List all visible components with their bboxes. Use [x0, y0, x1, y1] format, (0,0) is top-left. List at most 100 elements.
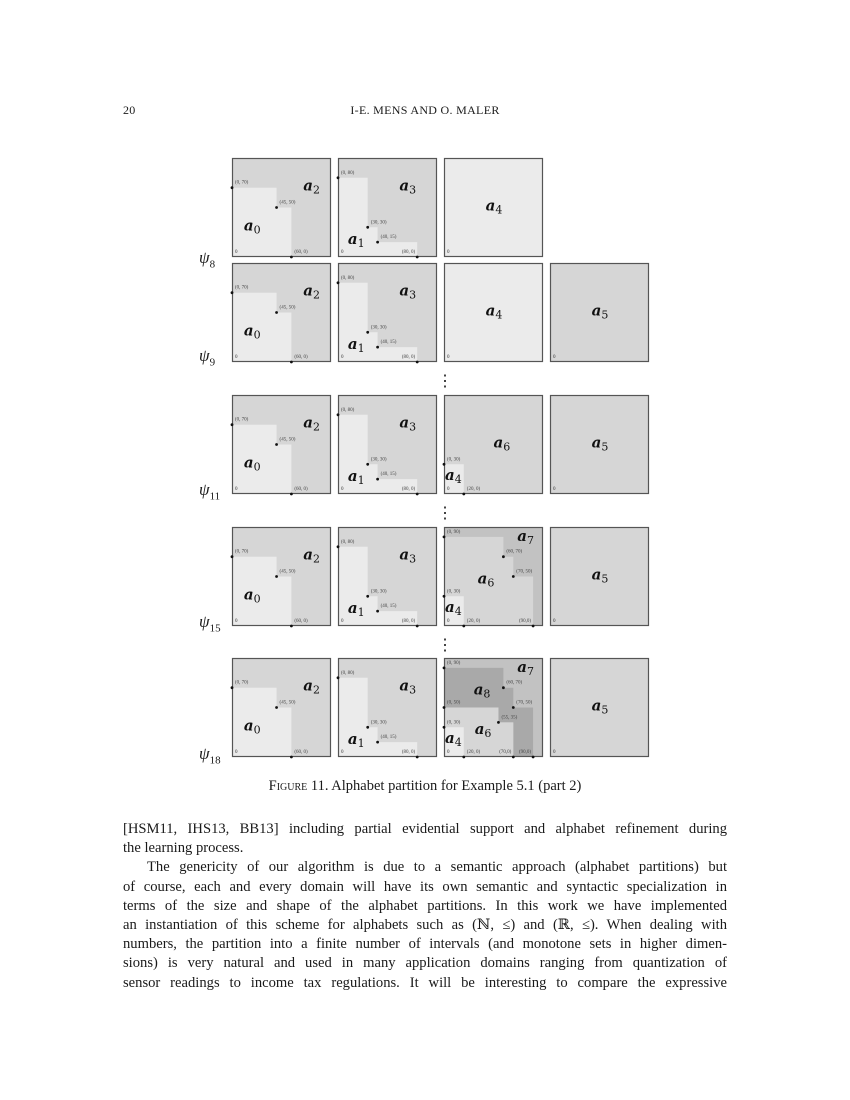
point-label: (70,0): [499, 750, 511, 755]
corner-point: [275, 311, 278, 314]
partition-region: [232, 424, 292, 494]
point-label: (60, 0): [294, 250, 308, 255]
corner-point: [376, 477, 379, 481]
corner-point: [230, 555, 234, 559]
corner-point: [366, 330, 370, 334]
point-label: (0, 80): [341, 276, 355, 281]
corner-point: [336, 676, 340, 680]
partition-region: [444, 596, 464, 626]
partition-panel: 0 (0, 70) (45, 50) (60, 0) a0 a2: [230, 657, 332, 759]
point-label: (80, 0): [402, 750, 416, 755]
panel-border: [231, 157, 332, 258]
origin-label: 0: [447, 750, 450, 755]
point-label: (0, 70): [235, 286, 249, 291]
point-label: (45, 50): [280, 438, 296, 443]
partition-panel: 0 (0, 80) (30, 30) (40, 15) (80, 0) a3 a1: [336, 262, 438, 364]
partition-region: [338, 414, 418, 494]
point-label: (40, 15): [381, 472, 397, 477]
row-label-psi18: ψ18: [199, 744, 221, 766]
point-label: (30, 30): [371, 720, 387, 725]
point-label: (20, 0): [467, 750, 481, 755]
point-label: (90,0): [519, 619, 531, 624]
point-label: (60, 0): [294, 487, 308, 492]
partition-region: [338, 677, 418, 757]
origin-label: 0: [447, 355, 450, 360]
origin-label: 0: [341, 750, 344, 755]
panel-border: [337, 526, 438, 627]
corner-point: [531, 755, 535, 759]
corner-point: [415, 624, 419, 628]
corner-point: [442, 666, 446, 670]
panel-border: [549, 262, 650, 363]
corner-point: [290, 492, 293, 496]
partition-region: [232, 687, 292, 757]
partition-region: [444, 263, 543, 362]
partition-panel: 0 (0, 90) (60, 70) (70, 50) (0, 30) (20, 0) (9…: [442, 527, 544, 628]
panel-border: [231, 526, 332, 627]
corner-point: [497, 720, 500, 724]
panel-border: [549, 526, 650, 627]
origin-label: 0: [235, 619, 238, 624]
corner-point: [366, 594, 370, 598]
partition-region: [550, 395, 649, 494]
corner-point: [230, 423, 234, 427]
corner-point: [376, 609, 379, 613]
point-label: (30, 30): [371, 325, 387, 330]
point-label: (40, 15): [381, 604, 397, 609]
panel-border: [443, 262, 544, 363]
origin-label: 0: [553, 355, 556, 360]
vertical-ellipsis: ⋮: [437, 373, 453, 390]
origin-label: 0: [341, 487, 344, 492]
point-label: (55, 35): [501, 715, 517, 720]
corner-point: [230, 186, 234, 190]
panel-border: [231, 394, 332, 495]
corner-point: [230, 686, 234, 690]
point-label: (0, 90): [447, 530, 461, 535]
row-label-psi15: ψ15: [199, 612, 221, 634]
point-label: (80, 0): [402, 355, 416, 360]
panel-border: [549, 394, 650, 495]
corner-point: [502, 555, 505, 559]
partition-region: [444, 536, 534, 626]
corner-point: [376, 345, 379, 349]
corner-point: [290, 360, 293, 364]
point-label: (0, 80): [341, 171, 355, 176]
psi-symbol: ψ: [199, 612, 210, 631]
psi-subscript: 15: [209, 622, 221, 635]
corner-point: [442, 725, 446, 729]
page-number: 20: [123, 103, 136, 117]
point-label: (45, 50): [280, 701, 296, 706]
partition-region: [550, 527, 649, 626]
partition-panel: 0 a5: [549, 657, 650, 758]
partition-region: [338, 282, 418, 362]
point-label: (60, 70): [506, 681, 522, 686]
corner-point: [366, 225, 370, 229]
corner-point: [275, 706, 278, 709]
point-label: (40, 15): [381, 735, 397, 740]
figure-caption: Figure 11. Alphabet partition for Exampl…: [0, 778, 850, 795]
point-label: (70, 50): [516, 701, 532, 706]
corner-point: [366, 725, 370, 729]
partition-region: [338, 177, 418, 257]
point-label: (80, 0): [402, 487, 416, 492]
point-label: (30, 30): [371, 220, 387, 225]
partition-panel: 0 a5: [549, 262, 650, 363]
caption-label: Figure 11.: [268, 778, 329, 794]
origin-label: 0: [553, 487, 556, 492]
partition-panel: 0 (0, 80) (30, 30) (40, 15) (80, 0) a3 a1: [336, 657, 438, 759]
corner-point: [275, 443, 278, 446]
origin-label: 0: [235, 250, 238, 255]
partition-region: [550, 658, 649, 757]
corner-point: [275, 206, 278, 209]
origin-label: 0: [447, 619, 450, 624]
partition-panel: 0 (0, 90) (60, 70) (0, 50) (70, 50) (55, 35) (…: [442, 658, 544, 759]
corner-point: [336, 413, 340, 417]
panel-border: [549, 657, 650, 758]
corner-point: [336, 545, 340, 549]
origin-label: 0: [341, 250, 344, 255]
panel-border: [443, 394, 544, 495]
point-label: (0, 50): [447, 701, 461, 706]
partition-panel: 0 a5: [549, 526, 650, 627]
partition-region: [232, 556, 292, 626]
corner-point: [442, 535, 446, 539]
